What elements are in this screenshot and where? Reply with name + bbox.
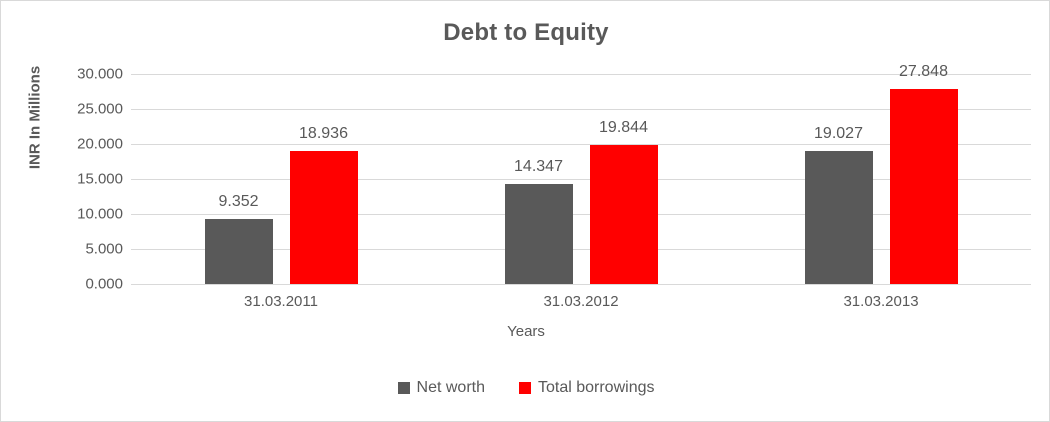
legend-swatch-icon [397,382,410,394]
legend-label: Total borrowings [537,379,655,396]
y-axis-tick-label: 30.000 [77,65,123,83]
gridline [131,109,1031,110]
x-axis-tick-label: 31.03.2013 [843,293,919,310]
plot-area: 9.352 18.936 14.347 19.844 19.027 27.848 [131,63,1031,285]
bar-data-label: 18.936 [299,125,348,143]
gridline [131,74,1031,75]
x-axis-tick-label: 31.03.2011 [244,293,318,310]
legend-item-total-borrowings[interactable]: Total borrowings [518,379,655,397]
x-axis-tick-label: 31.03.2012 [543,293,619,310]
gridline [131,144,1031,145]
bar-data-label: 19.027 [814,124,863,142]
y-axis-tick-label: 10.000 [77,205,123,223]
bar-data-label: 14.347 [514,157,563,175]
bar-total-borrowings[interactable] [589,145,658,284]
legend-swatch-icon [518,382,531,394]
bar-total-borrowings[interactable] [889,89,958,284]
gridline [131,284,1031,285]
bar-data-label: 19.844 [599,119,648,137]
bar-net-worth[interactable] [804,150,873,284]
bar-data-label: 27.848 [899,63,948,81]
gridline [131,249,1031,250]
chart-title: Debt to Equity [443,19,609,46]
y-axis-tick-label: 20.000 [77,135,123,153]
y-axis-tick-label: 25.000 [77,100,123,118]
bar-net-worth[interactable] [504,183,573,284]
gridline [131,214,1031,215]
gridline [131,179,1031,180]
bar-data-label: 9.352 [218,192,259,210]
bar-total-borrowings[interactable] [289,151,358,284]
y-axis-tick-label: 15.000 [77,170,123,188]
y-axis-tick-label: 5.000 [85,240,123,258]
legend-label: Net worth [416,379,485,396]
legend-item-net-worth[interactable]: Net worth [397,379,485,397]
x-axis-title: Years [507,323,545,340]
y-axis-tick-label: 0.000 [85,275,123,293]
chart-legend: Net worth Total borrowings [1,379,1049,397]
y-axis-tick-labels: 0.000 5.000 10.000 15.000 20.000 25.000 30.000 [9,66,123,293]
bar-net-worth[interactable] [204,218,273,284]
